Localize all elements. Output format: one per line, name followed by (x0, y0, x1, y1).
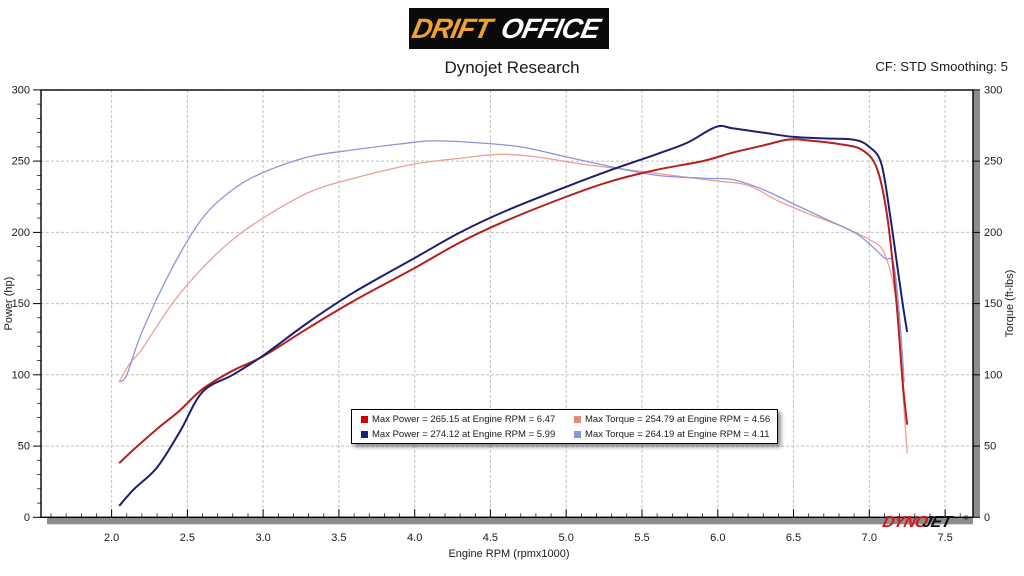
svg-text:5.5: 5.5 (634, 532, 649, 544)
svg-text:4.0: 4.0 (407, 532, 422, 544)
svg-text:300: 300 (984, 85, 1002, 97)
svg-text:2.0: 2.0 (104, 532, 119, 544)
svg-text:7.0: 7.0 (862, 532, 877, 544)
svg-text:0: 0 (24, 512, 30, 524)
svg-text:50: 50 (18, 441, 30, 453)
svg-text:50: 50 (984, 441, 996, 453)
svg-text:JET: JET (921, 513, 956, 531)
svg-text:100: 100 (12, 369, 30, 381)
svg-text:250: 250 (12, 156, 30, 168)
svg-text:0: 0 (984, 512, 990, 524)
svg-text:2.5: 2.5 (180, 532, 195, 544)
svg-text:Engine RPM (rpmx1000): Engine RPM (rpmx1000) (448, 548, 569, 560)
svg-text:6.5: 6.5 (786, 532, 801, 544)
svg-text:3.5: 3.5 (331, 532, 346, 544)
svg-text:Torque (ft-lbs): Torque (ft-lbs) (1004, 270, 1016, 338)
svg-text:4.5: 4.5 (483, 532, 498, 544)
svg-text:150: 150 (984, 298, 1002, 310)
svg-text:250: 250 (984, 156, 1002, 168)
svg-text:6.0: 6.0 (710, 532, 725, 544)
svg-text:Power (hp): Power (hp) (3, 277, 15, 331)
svg-text:7.5: 7.5 (937, 532, 952, 544)
svg-text:200: 200 (12, 227, 30, 239)
svg-text:5.0: 5.0 (559, 532, 574, 544)
svg-text:200: 200 (984, 227, 1002, 239)
svg-text:®: ® (964, 515, 969, 522)
svg-text:300: 300 (12, 85, 30, 97)
svg-text:3.0: 3.0 (255, 532, 270, 544)
svg-text:100: 100 (984, 369, 1002, 381)
